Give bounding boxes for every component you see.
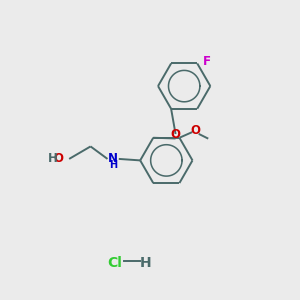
Text: H: H: [48, 152, 57, 165]
Text: O: O: [54, 152, 64, 165]
Text: O: O: [171, 128, 181, 140]
Text: O: O: [191, 124, 201, 137]
Text: N: N: [108, 152, 118, 165]
Text: F: F: [202, 56, 211, 68]
Text: Cl: Cl: [107, 256, 122, 270]
Text: H: H: [140, 256, 152, 270]
Text: H: H: [109, 160, 117, 170]
